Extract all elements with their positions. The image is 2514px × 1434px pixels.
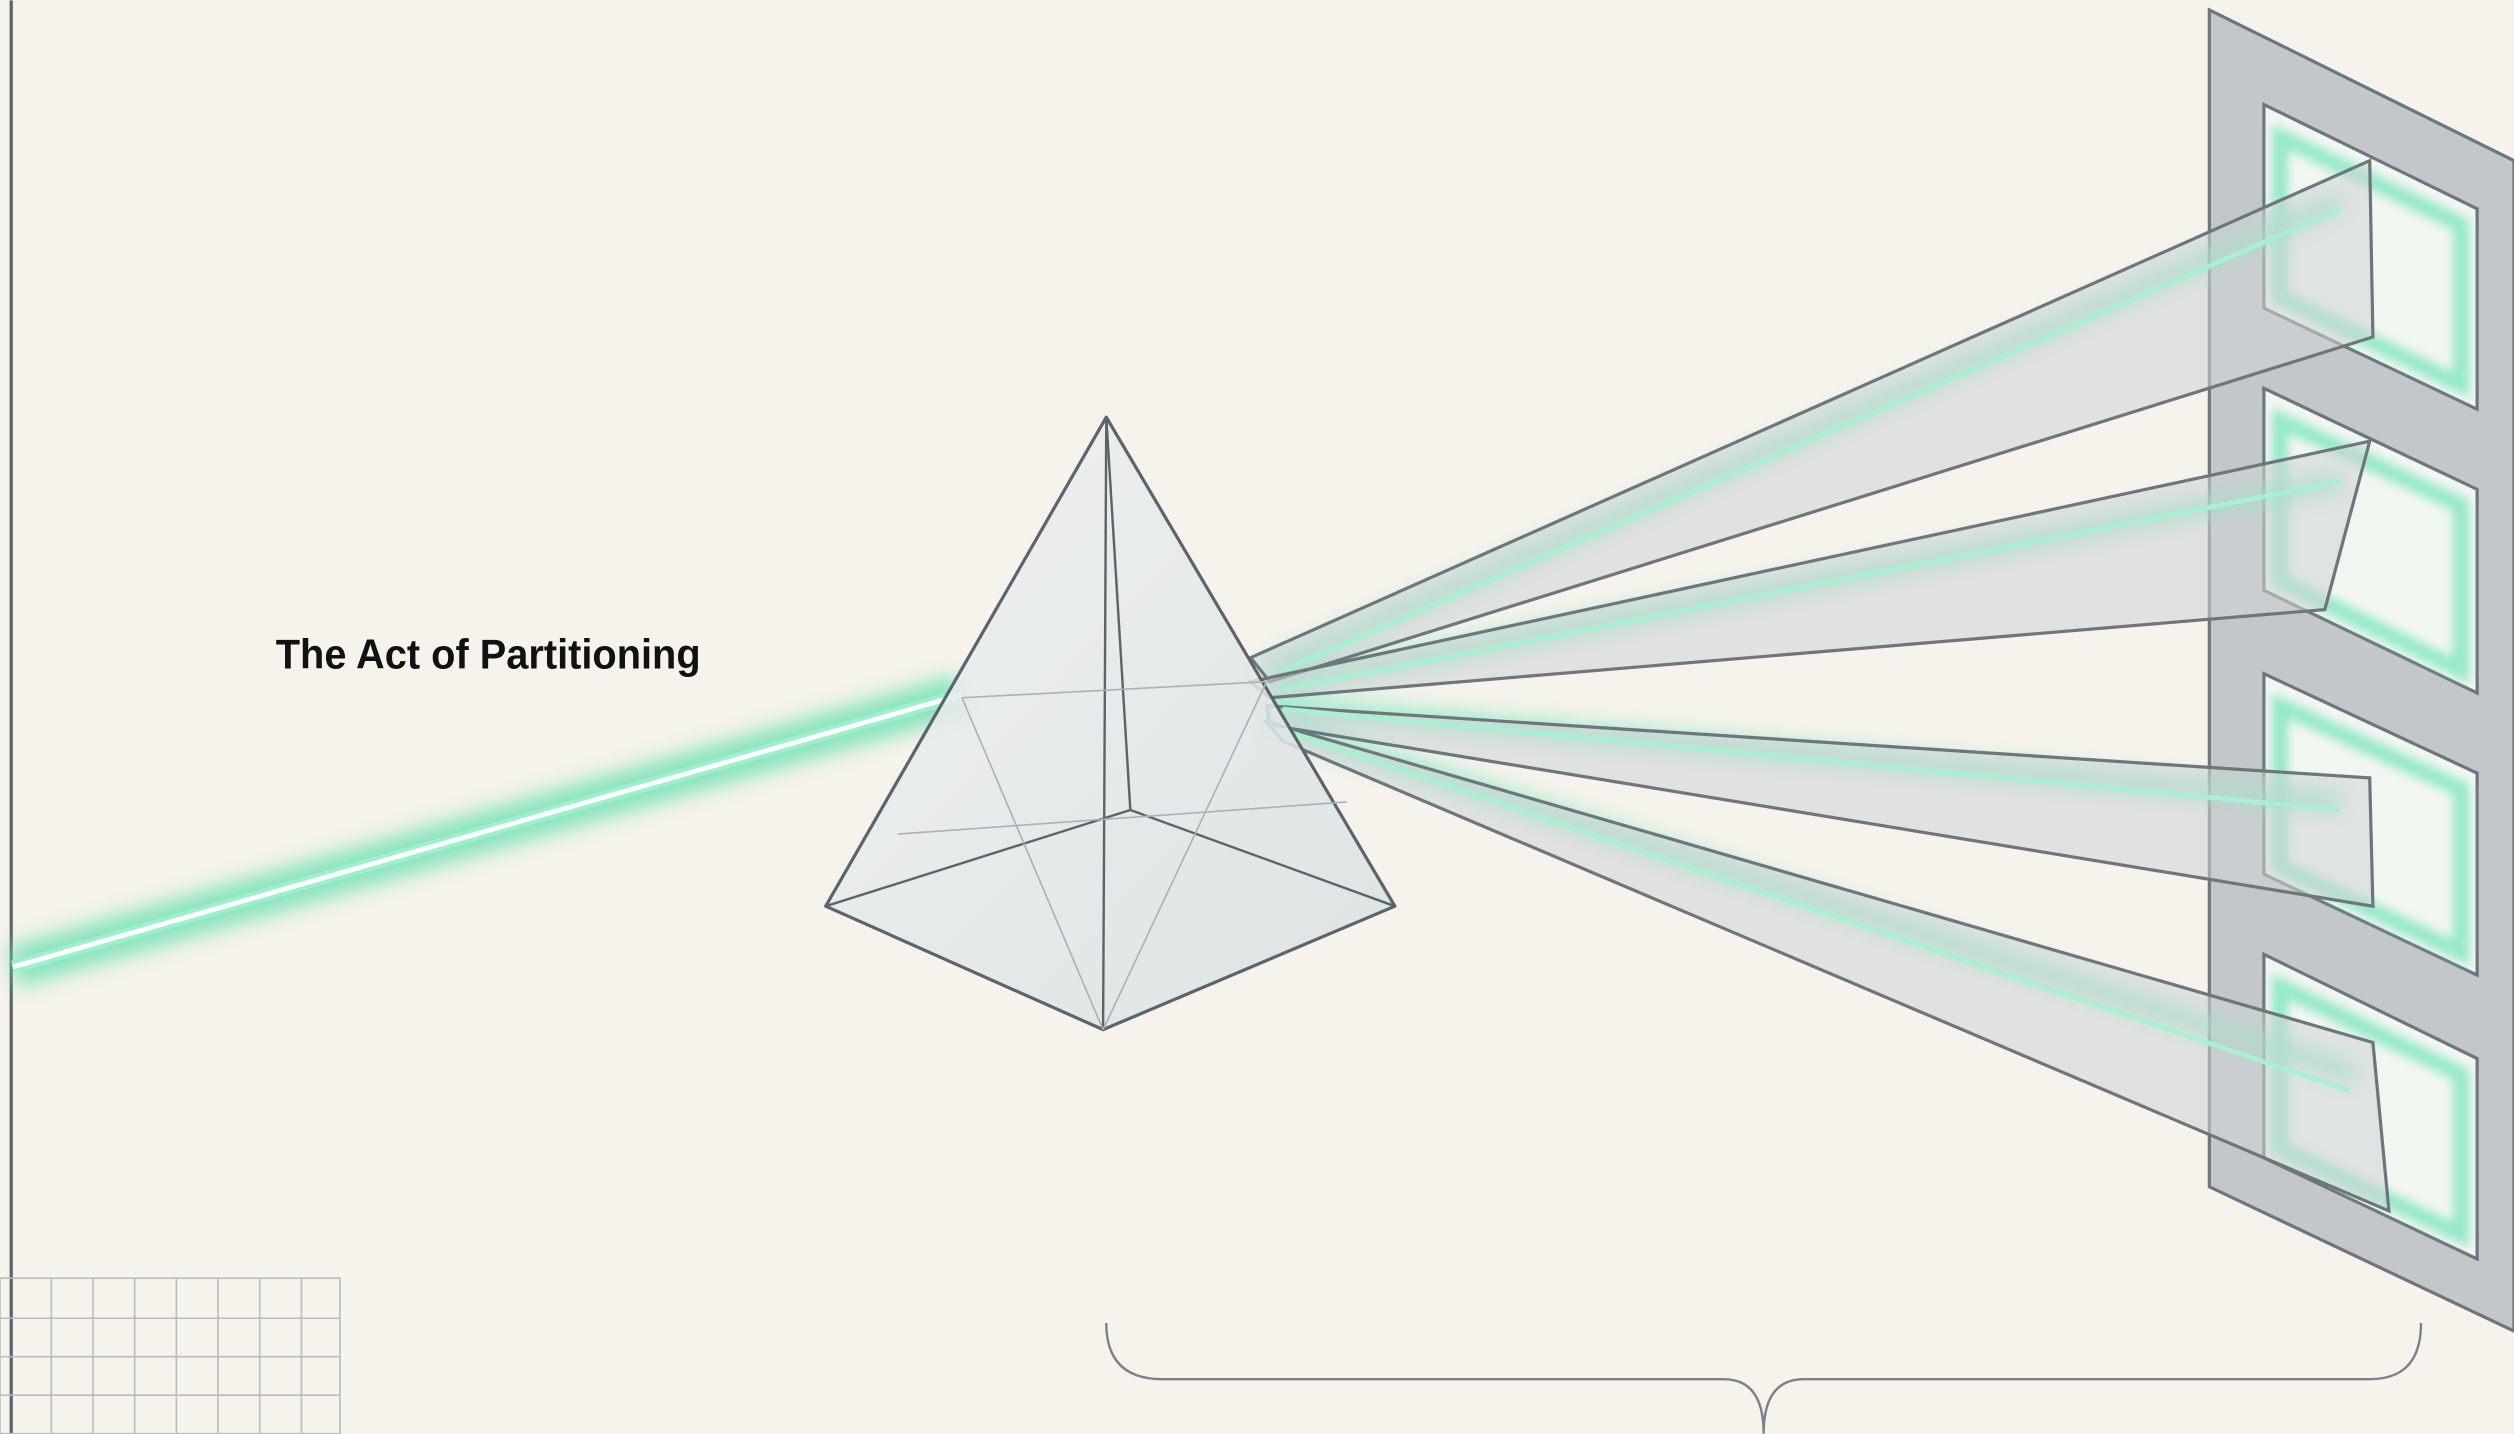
page: {"title": "The Act of Partitioning"} (0, 0, 2514, 1434)
title: The Act of Partitioning (276, 631, 701, 678)
illustration: The Act of Partitioning (0, 0, 2514, 1434)
